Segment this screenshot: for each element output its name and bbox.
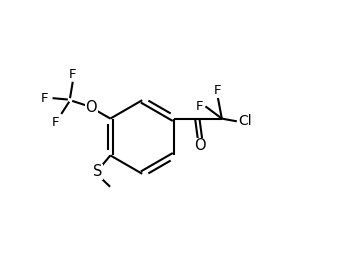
- Text: F: F: [69, 68, 77, 81]
- Text: F: F: [41, 92, 49, 105]
- Text: S: S: [93, 164, 102, 179]
- Text: Cl: Cl: [238, 114, 252, 128]
- Text: F: F: [196, 100, 203, 113]
- Text: O: O: [194, 138, 206, 153]
- Text: F: F: [52, 116, 60, 129]
- Text: O: O: [85, 100, 97, 115]
- Text: F: F: [214, 84, 221, 97]
